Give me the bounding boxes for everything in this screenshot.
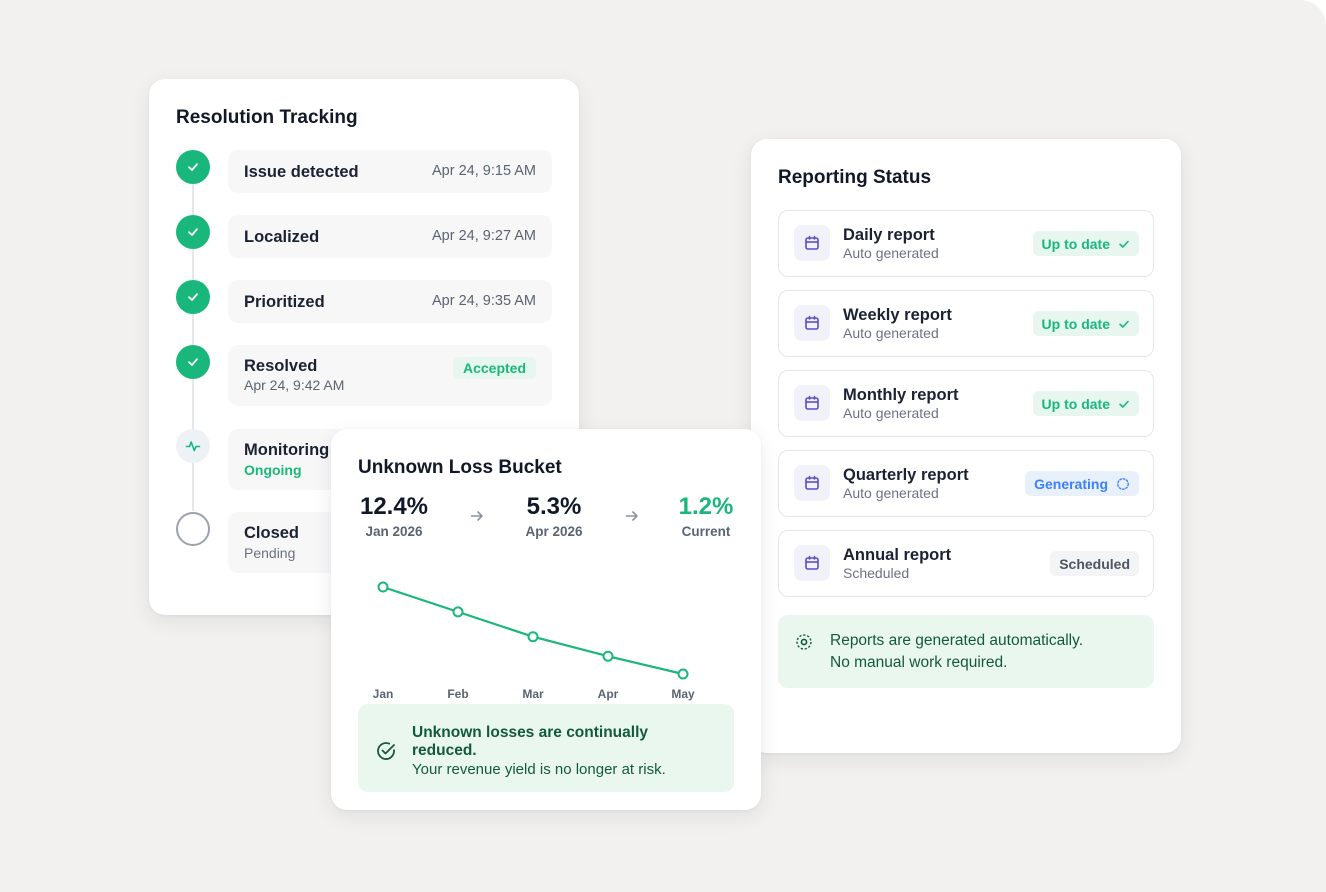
report-name: Annual report [843, 546, 952, 564]
reporting-status-card: Reporting Status Daily report Auto gener… [751, 139, 1181, 753]
status-badge: Generating [1025, 471, 1139, 496]
accepted-badge: Accepted [452, 357, 536, 379]
spinner-icon [1117, 477, 1129, 490]
step-name: Issue detected [244, 163, 359, 181]
loss-note-subtitle: Your revenue yield is no longer at risk. [412, 761, 666, 778]
check-icon [176, 215, 210, 249]
automation-note-text: Reports are generated automatically. No … [830, 630, 1083, 674]
checkmark-icon [1119, 320, 1129, 328]
status-label: Up to date [1041, 395, 1110, 412]
check-icon [176, 280, 210, 314]
step-name: Localized [244, 228, 320, 246]
status-label: Up to date [1041, 235, 1110, 252]
report-name: Weekly report [843, 306, 952, 324]
status-badge: Scheduled [1050, 551, 1139, 576]
report-row-monthly[interactable]: Monthly report Auto generated Up to date [778, 370, 1154, 437]
x-tick-label: Feb [447, 687, 468, 701]
check-circle-icon [377, 742, 395, 760]
status-badge: Up to date [1032, 231, 1139, 256]
report-name: Monthly report [843, 386, 959, 404]
x-tick-label: Mar [522, 687, 544, 701]
kpi-label-jan: Jan 2026 [365, 524, 423, 539]
step-time: Apr 24, 9:35 AM [432, 293, 536, 309]
step-status: Ongoing [244, 462, 302, 478]
report-row-weekly[interactable]: Weekly report Auto generated Up to date [778, 290, 1154, 357]
auto-settings-icon [796, 634, 812, 650]
step-status: Pending [244, 545, 296, 561]
step-time: Apr 24, 9:15 AM [432, 163, 536, 179]
step-name: Prioritized [244, 293, 325, 311]
report-sub: Auto generated [843, 245, 939, 261]
report-row-daily[interactable]: Daily report Auto generated Up to date [778, 210, 1154, 277]
step-name: Resolved [244, 357, 318, 375]
loss-note: Unknown losses are continually reduced. … [358, 704, 734, 792]
step-issue-detected[interactable]: Issue detected Apr 24, 9:15 AM [228, 150, 552, 193]
status-badge: Up to date [1032, 391, 1139, 416]
x-tick-label: Jan [373, 687, 394, 701]
calendar-icon [794, 305, 830, 341]
step-name: Closed [244, 524, 300, 542]
data-point [527, 631, 539, 643]
data-point [602, 650, 614, 662]
status-label: Generating [1034, 475, 1108, 492]
step-prioritized[interactable]: Prioritized Apr 24, 9:35 AM [228, 280, 552, 323]
report-name: Daily report [843, 226, 935, 244]
kpi-value-current: 1.2% [678, 493, 734, 520]
step-time: Apr 24, 9:27 AM [432, 228, 536, 244]
calendar-icon [794, 225, 830, 261]
step-name: Monitoring [244, 441, 330, 459]
report-row-annual[interactable]: Annual report Scheduled Scheduled [778, 530, 1154, 597]
kpi-value-apr: 5.3% [526, 493, 582, 520]
note-line-1: Reports are generated automatically. [830, 632, 1084, 649]
calendar-icon [794, 545, 830, 581]
check-icon [176, 150, 210, 184]
resolution-title: Resolution Tracking [176, 107, 358, 128]
arrow-right-icon [470, 511, 483, 521]
note-line-2: No manual work required. [830, 654, 1008, 671]
report-name: Quarterly report [843, 466, 969, 484]
report-sub: Auto generated [843, 325, 939, 341]
kpi-label-current: Current [681, 524, 731, 539]
report-sub: Scheduled [843, 565, 910, 581]
arrow-right-icon [625, 511, 638, 521]
report-sub: Auto generated [843, 485, 939, 501]
report-row-quarterly[interactable]: Quarterly report Auto generated Generati… [778, 450, 1154, 517]
check-icon [176, 345, 210, 379]
unknown-loss-bucket-card: Unknown Loss Bucket 12.4% Jan 2026 5.3% … [331, 429, 761, 810]
calendar-icon [794, 465, 830, 501]
data-point [452, 606, 464, 618]
x-tick-label: Apr [598, 687, 619, 701]
loss-line-chart: Jan Feb Mar Apr May [373, 581, 695, 701]
pending-circle-icon [176, 512, 210, 546]
step-time: Apr 24, 9:42 AM [244, 377, 345, 393]
status-label: Up to date [1041, 315, 1110, 332]
reporting-title: Reporting Status [778, 167, 932, 188]
checkmark-icon [1119, 400, 1129, 408]
series-line [382, 585, 684, 676]
step-resolved[interactable]: Resolved Apr 24, 9:42 AM Accepted [228, 345, 552, 406]
kpi-value-jan: 12.4% [359, 493, 429, 520]
kpi-label-apr: Apr 2026 [525, 524, 583, 539]
status-label: Scheduled [1059, 555, 1130, 572]
calendar-icon [794, 385, 830, 421]
data-point [377, 581, 389, 593]
report-sub: Auto generated [843, 405, 939, 421]
loss-title: Unknown Loss Bucket [358, 457, 562, 478]
automation-note: Reports are generated automatically. No … [778, 615, 1154, 688]
activity-icon [176, 429, 210, 463]
status-badge: Up to date [1032, 311, 1139, 336]
step-localized[interactable]: Localized Apr 24, 9:27 AM [228, 215, 552, 258]
data-point [677, 668, 689, 680]
x-tick-label: May [671, 687, 695, 701]
loss-note-title: Unknown losses are continually reduced. [412, 724, 649, 759]
checkmark-icon [1119, 240, 1129, 248]
